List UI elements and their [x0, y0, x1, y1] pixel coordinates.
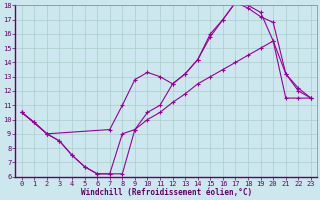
X-axis label: Windchill (Refroidissement éolien,°C): Windchill (Refroidissement éolien,°C) — [81, 188, 252, 197]
